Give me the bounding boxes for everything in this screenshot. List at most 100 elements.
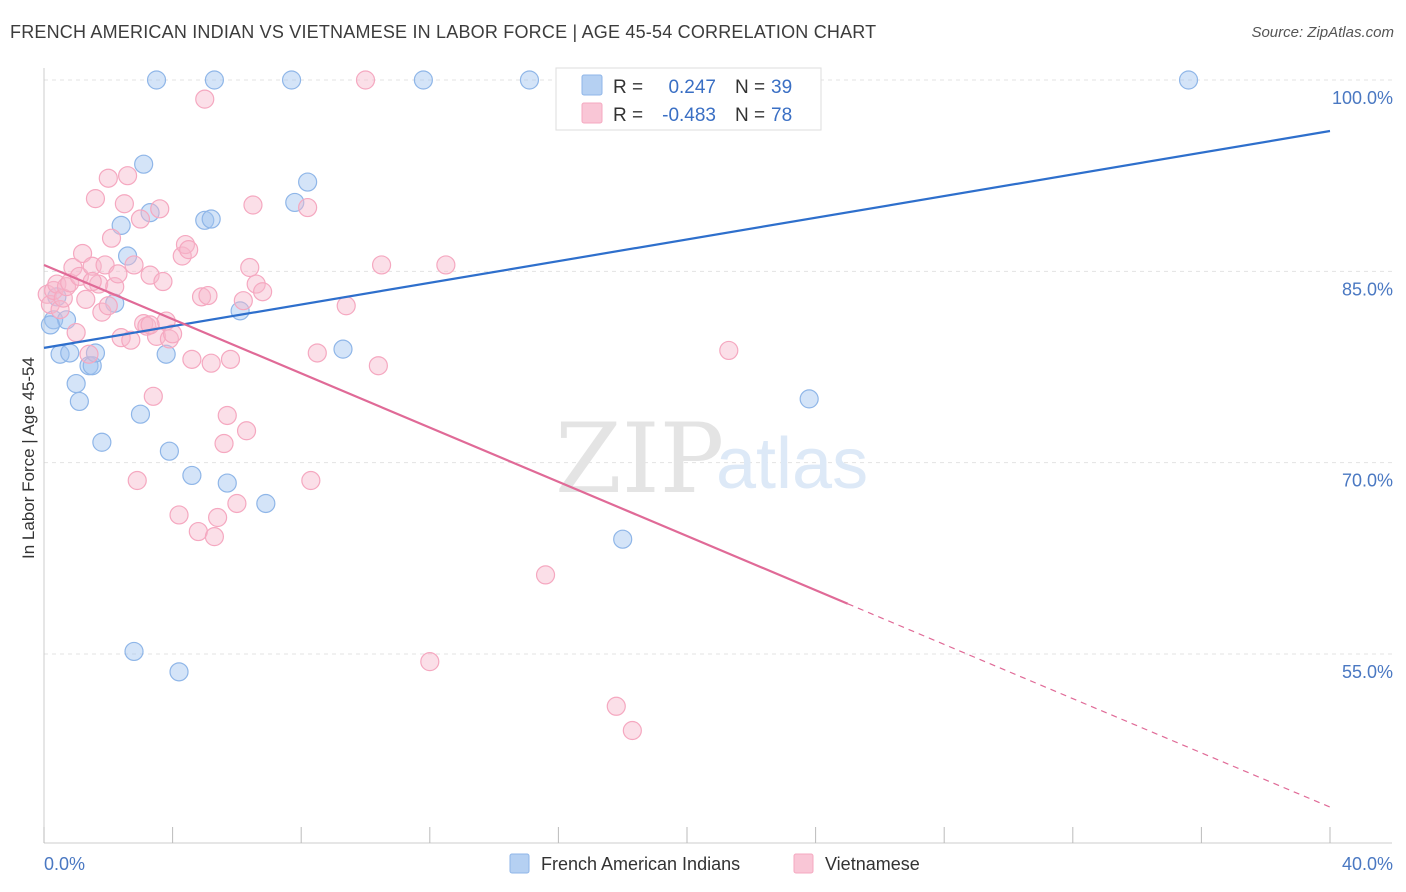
- vietnamese-point-58: [243, 195, 263, 215]
- legend-swatch-vietnamese: [581, 102, 603, 124]
- vietnamese-point-53: [220, 349, 241, 369]
- y-tick-labels: 100.0% 85.0% 70.0% 55.0%: [1332, 88, 1393, 682]
- bottom-legend-vietnamese-label: Vietnamese: [825, 854, 920, 874]
- y-axis-label: In Labor Force | Age 45-54: [19, 357, 38, 559]
- vietnamese-point-59: [246, 274, 266, 294]
- french-point-17: [140, 203, 160, 223]
- source-label: Source: ZipAtlas.com: [1251, 24, 1394, 41]
- french-point-25: [204, 70, 224, 90]
- french-trend-line: [43, 129, 1331, 349]
- vietnamese-point-9: [66, 322, 86, 343]
- vietnamese-point-26: [121, 330, 141, 350]
- vietnamese-point-66: [355, 70, 376, 90]
- french-point-35: [613, 529, 633, 549]
- vietnamese-point-54: [227, 493, 247, 514]
- legend-n-label-2: N =: [735, 105, 765, 126]
- vietnamese-point-19: [98, 296, 118, 316]
- french-point-32: [333, 339, 353, 359]
- vietnamese-point-56: [236, 421, 257, 441]
- vietnamese-trend-line-dashed: [847, 603, 1331, 808]
- vietnamese-point-63: [301, 470, 321, 491]
- vietnamese-point-36: [153, 271, 173, 292]
- vietnamese-point-27: [124, 255, 144, 275]
- vietnamese-point-43: [179, 240, 199, 260]
- vietnamese-point-65: [336, 296, 356, 316]
- vietnamese-point-70: [420, 652, 440, 672]
- vietnamese-point-72: [606, 696, 626, 716]
- vietnamese-point-62: [298, 197, 318, 218]
- x-tick-label-1: 40.0%: [1342, 854, 1393, 874]
- vietnamese-point-69: [436, 255, 456, 275]
- vietnamese-point-68: [371, 255, 392, 275]
- vietnamese-point-25: [117, 166, 138, 186]
- vietnamese-point-61: [98, 168, 118, 188]
- vietnamese-point-35: [150, 199, 170, 219]
- french-point-26: [217, 473, 237, 493]
- vietnamese-point-20: [101, 228, 122, 248]
- legend-r-label-2: R =: [613, 105, 643, 126]
- french-point-18: [146, 70, 167, 90]
- legend-n-label-1: N =: [735, 77, 765, 98]
- vietnamese-point-30: [134, 314, 154, 334]
- vietnamese-trend-line-solid: [43, 263, 849, 605]
- x-tick-labels: 0.0% 40.0%: [44, 854, 1393, 874]
- vietnamese-point-47: [195, 89, 215, 109]
- vietnamese-point-28: [127, 470, 147, 491]
- french-point-30: [285, 192, 305, 213]
- vietnamese-point-13: [79, 344, 99, 364]
- french-point-24: [201, 209, 221, 229]
- watermark-zip: ZIP: [555, 403, 724, 515]
- french-point-28: [256, 493, 276, 514]
- trend-lines: [43, 129, 1331, 808]
- vietnamese-point-64: [307, 343, 327, 363]
- vietnamese-point-22: [108, 264, 128, 284]
- vietnamese-point-46: [191, 287, 212, 307]
- vietnamese-point-50: [208, 507, 228, 528]
- y-tick-label-3: 55.0%: [1342, 662, 1393, 682]
- grid-lines: [44, 79, 1392, 655]
- vietnamese-point-55: [233, 291, 253, 311]
- french-point-14: [124, 641, 144, 662]
- vietnamese-point-12: [76, 289, 96, 309]
- legend-r-value-2: -0.483: [662, 105, 716, 126]
- vietnamese-point-45: [188, 521, 208, 542]
- legend-swatch-french: [581, 74, 603, 96]
- french-point-36: [799, 389, 819, 409]
- bottom-legend-french-label: French American Indians: [541, 854, 740, 874]
- vietnamese-point-49: [204, 527, 224, 547]
- y-tick-label-1: 85.0%: [1342, 279, 1393, 299]
- y-tick-label-0: 100.0%: [1332, 88, 1393, 108]
- axes: [43, 68, 1392, 844]
- legend-r-label-1: R =: [613, 77, 643, 98]
- french-point-21: [169, 662, 189, 682]
- bottom-legend-swatch-french: [509, 853, 530, 874]
- french-point-16: [134, 154, 154, 174]
- french-point-19: [156, 344, 176, 364]
- watermark-atlas: atlas: [716, 424, 868, 504]
- vietnamese-point-29: [130, 209, 151, 229]
- french-point-20: [159, 441, 179, 461]
- french-point-4: [60, 343, 80, 363]
- legend-r-value-1: 0.247: [668, 77, 716, 98]
- bottom-legend: French American Indians Vietnamese: [509, 853, 920, 874]
- french-point-31: [298, 172, 318, 192]
- legend: R = 0.247 N = 39 R = -0.483 N = 78: [555, 67, 822, 131]
- french-point-23: [195, 210, 215, 230]
- vietnamese-point-51: [214, 433, 234, 454]
- vietnamese-point-42: [175, 234, 196, 255]
- bottom-legend-swatch-vietnamese: [793, 853, 814, 874]
- vietnamese-point-24: [114, 194, 134, 214]
- vietnamese-point-11: [72, 243, 93, 264]
- vietnamese-point-60: [253, 282, 273, 302]
- vietnamese-point-52: [217, 405, 237, 426]
- legend-n-value-2: 78: [771, 105, 792, 126]
- vietnamese-point-67: [368, 356, 388, 376]
- vietnamese-point-38: [159, 329, 179, 349]
- french-point-29: [281, 70, 302, 90]
- french-point-8: [82, 356, 102, 376]
- french-point-33: [413, 70, 433, 90]
- french-point-6: [69, 391, 89, 412]
- vietnamese-point-33: [143, 386, 163, 406]
- vietnamese-point-73: [622, 720, 642, 741]
